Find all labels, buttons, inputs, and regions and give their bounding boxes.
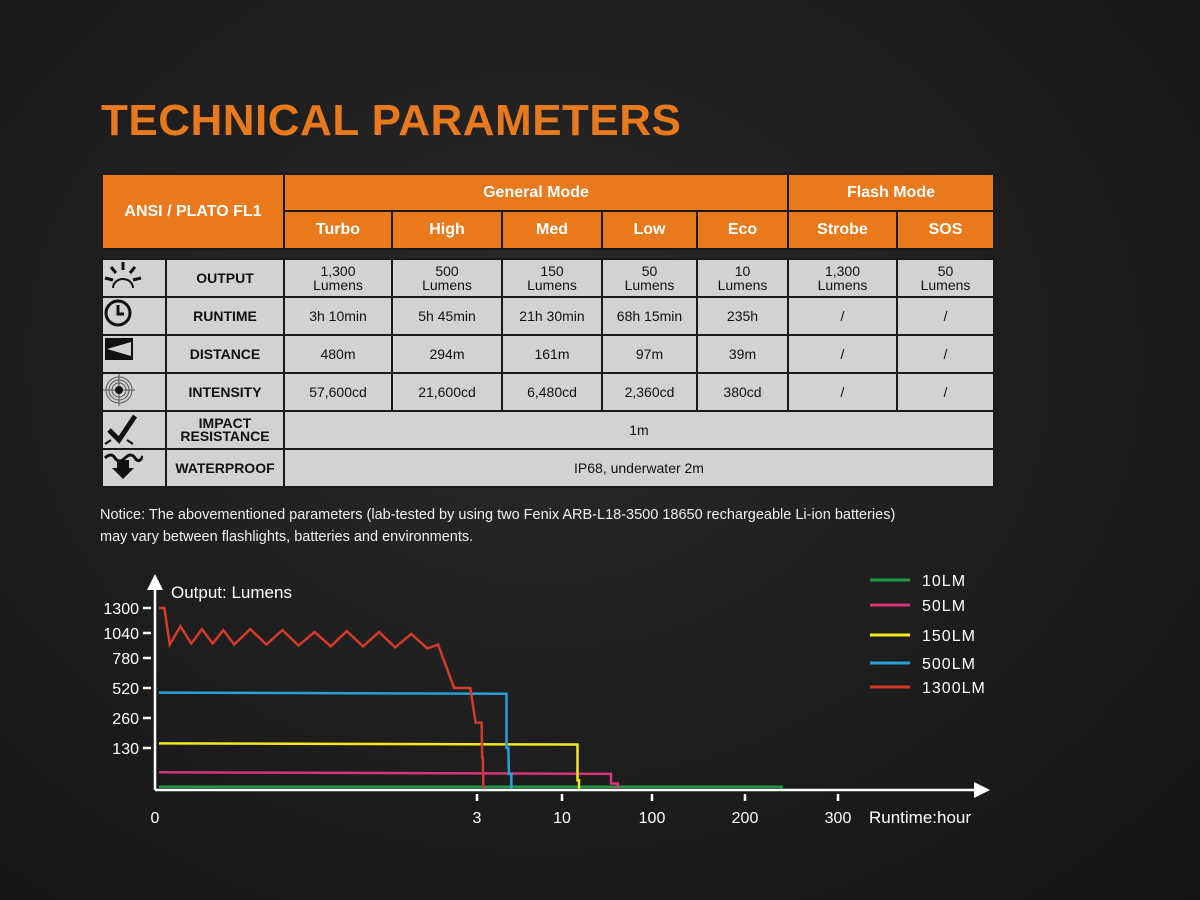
x-tick-label: 100 — [639, 810, 666, 827]
value-cell: 235h — [696, 296, 789, 336]
y-tick-label: 1040 — [103, 626, 139, 643]
mode-header: Low — [601, 210, 698, 250]
y-axis-arrow — [147, 574, 163, 590]
legend-label: 10LM — [922, 573, 966, 590]
x-tick-label: 200 — [732, 810, 759, 827]
y-tick-label: 780 — [112, 651, 139, 668]
x-tick-label: 300 — [825, 810, 852, 827]
series-line-150LM — [158, 742, 581, 789]
mode-header: Eco — [696, 210, 789, 250]
value-cell: 10 Lumens — [696, 258, 789, 298]
x-axis-arrow — [974, 782, 990, 798]
series-line-10LM — [159, 785, 783, 789]
series-line-1300LM — [159, 606, 485, 790]
value-cell: 68h 15min — [601, 296, 698, 336]
beam-distance-icon — [101, 334, 167, 374]
y-tick-label: 520 — [112, 681, 139, 698]
series-line-50LM — [158, 770, 620, 789]
row-label: IMPACT RESISTANCE — [165, 410, 285, 450]
x-tick-label: 0 — [151, 810, 160, 827]
y-tick-label: 130 — [112, 741, 139, 758]
y-tick-label: 260 — [112, 711, 139, 728]
legend-label: 150LM — [922, 628, 976, 645]
value-cell: 380cd — [696, 372, 789, 412]
notice-line: may vary between flashlights, batteries … — [100, 529, 474, 545]
x-tick-label: 10 — [553, 810, 571, 827]
mode-header: SOS — [896, 210, 995, 250]
notice-text: Notice: The abovementioned parameters (l… — [100, 504, 895, 548]
value-cell: / — [896, 372, 995, 412]
water-arrow-icon — [101, 448, 167, 488]
legend-label: 1300LM — [922, 680, 986, 697]
series-line-500LM — [158, 691, 513, 789]
y-axis-label: Output: Lumens — [171, 583, 292, 602]
value-cell: 57,600cd — [283, 372, 393, 412]
legend-label: 50LM — [922, 598, 966, 615]
value-cell: 6,480cd — [501, 372, 603, 412]
value-cell: / — [787, 334, 898, 374]
value-cell: / — [787, 296, 898, 336]
value-cell: 5h 45min — [391, 296, 503, 336]
value-cell-span: IP68, underwater 2m — [283, 448, 995, 488]
sun-rays-icon — [101, 258, 167, 298]
value-cell: 294m — [391, 334, 503, 374]
group-header-flash: Flash Mode — [787, 173, 995, 212]
x-axis-label: Runtime:hour — [869, 808, 971, 827]
corner-header: ANSI / PLATO FL1 — [101, 173, 285, 250]
value-cell: 1,300 Lumens — [787, 258, 898, 298]
y-tick-label: 1300 — [103, 601, 139, 618]
legend-label: 500LM — [922, 656, 976, 673]
notice-line: Notice: The abovementioned parameters (l… — [100, 507, 896, 523]
x-tick-label: 3 — [473, 810, 482, 827]
page-title: TECHNICAL PARAMETERS — [101, 96, 682, 145]
mode-header: Strobe — [787, 210, 898, 250]
value-cell: / — [896, 334, 995, 374]
